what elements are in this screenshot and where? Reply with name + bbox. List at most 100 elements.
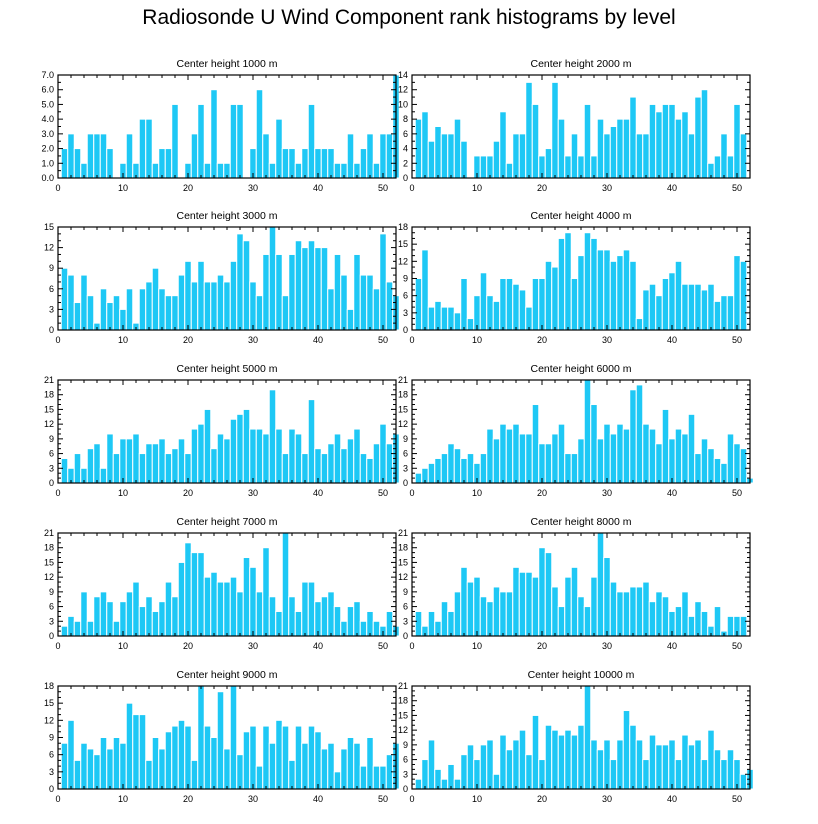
histogram-bar: [616, 423, 624, 484]
histogram-bar: [184, 260, 192, 331]
histogram-bar: [158, 601, 166, 637]
histogram-bar: [720, 133, 728, 179]
histogram-bar: [294, 725, 303, 790]
histogram-bar: [544, 724, 553, 790]
histogram-bar: [635, 384, 644, 484]
histogram-bar: [518, 133, 527, 179]
histogram-bar: [112, 453, 121, 484]
histogram-bar: [635, 133, 644, 179]
histogram-bar: [557, 237, 566, 331]
y-tick-label: 0: [49, 631, 54, 641]
histogram-bar: [203, 408, 212, 484]
histogram-bar: [622, 118, 631, 179]
histogram-panel: Center height 3000 m 0 10 20 30 40 50 0 3 6 9 12 15: [44, 210, 400, 345]
histogram-bar: [694, 96, 702, 179]
x-tick-label: 50: [378, 488, 388, 498]
histogram-bar: [164, 581, 173, 637]
histogram-bar: [171, 448, 179, 484]
histogram-bar: [453, 778, 462, 790]
histogram-bar: [518, 289, 527, 331]
histogram-bar: [726, 155, 735, 179]
y-tick-label: 0: [403, 784, 408, 794]
histogram-bar: [512, 133, 520, 179]
x-tick-label: 40: [667, 488, 677, 498]
histogram-bar: [106, 433, 114, 484]
histogram-bar: [525, 571, 533, 637]
histogram-bar: [577, 255, 585, 331]
y-tick-label: 9: [49, 733, 54, 743]
histogram-bar: [346, 737, 355, 790]
histogram-bar: [713, 749, 722, 790]
histogram-bar: [275, 610, 283, 637]
histogram-bar: [249, 428, 257, 484]
histogram-bar: [294, 162, 303, 179]
x-tick-label: 20: [183, 335, 193, 345]
histogram-bar: [60, 625, 69, 637]
histogram-bar: [609, 759, 618, 790]
histogram-bar: [210, 448, 218, 484]
histogram-bar: [171, 295, 179, 331]
histogram-bar: [60, 457, 69, 484]
panel-title: Center height 9000 m: [177, 669, 278, 681]
histogram-bar: [538, 443, 546, 484]
histogram-bar: [492, 140, 501, 179]
histogram-bar: [427, 140, 436, 179]
histogram-bar: [596, 118, 605, 179]
y-tick-label: 21: [44, 375, 54, 385]
histogram-bar: [372, 443, 381, 484]
histogram-bar: [164, 453, 173, 484]
histogram-bar: [301, 742, 309, 790]
histogram-bar: [492, 586, 501, 637]
histogram-bar: [622, 428, 631, 484]
y-tick-label: 21: [398, 528, 408, 538]
histogram-bar: [333, 771, 342, 790]
histogram-bar: [505, 591, 514, 637]
y-tick-label: 6: [403, 129, 408, 139]
histogram-bar: [531, 404, 540, 484]
histogram-bar: [427, 306, 436, 331]
x-tick-label: 40: [313, 335, 323, 345]
histogram-bar: [216, 433, 225, 484]
histogram-bar: [486, 428, 494, 484]
histogram-bar: [583, 606, 592, 637]
histogram-bar: [73, 759, 82, 790]
histogram-panel: Center height 9000 m 0 10 20 30 40 50 0 3 6 9 12 15 1…: [44, 669, 400, 804]
histogram-bar: [440, 601, 449, 637]
histogram-bar: [648, 734, 657, 790]
histogram-bar: [216, 581, 225, 637]
histogram-bar: [661, 596, 670, 637]
histogram-bar: [707, 448, 715, 484]
x-tick-label: 40: [313, 794, 323, 804]
histogram-bar: [648, 428, 657, 484]
y-tick-label: 12: [398, 572, 408, 582]
histogram-bar: [275, 428, 283, 484]
histogram-bar: [681, 433, 689, 484]
y-tick-label: 4: [403, 144, 408, 154]
histogram-bar: [557, 423, 566, 484]
histogram-bar: [171, 725, 179, 790]
histogram-bar: [661, 103, 670, 179]
histogram-bar: [583, 232, 592, 331]
histogram-bar: [531, 278, 540, 331]
y-tick-label: 12: [398, 419, 408, 429]
histogram-bar: [635, 586, 644, 637]
histogram-bar: [512, 423, 520, 484]
histogram-bar: [190, 281, 199, 331]
y-tick-label: 3: [49, 463, 54, 473]
x-tick-label: 20: [537, 641, 547, 651]
histogram-bar: [414, 472, 423, 484]
histogram-bar: [466, 453, 475, 484]
histogram-bar: [203, 725, 212, 790]
y-tick-label: 2: [403, 158, 408, 168]
histogram-bar: [346, 606, 355, 637]
histogram-bar: [687, 413, 696, 484]
histogram-bar: [145, 118, 153, 179]
histogram-bar: [327, 591, 335, 637]
histogram-bar: [119, 438, 127, 484]
histogram-bar: [346, 133, 355, 179]
x-tick-label: 40: [313, 641, 323, 651]
histogram-bar: [242, 731, 251, 790]
panel-title: Center height 7000 m: [177, 516, 278, 528]
y-tick-label: 18: [44, 681, 54, 691]
